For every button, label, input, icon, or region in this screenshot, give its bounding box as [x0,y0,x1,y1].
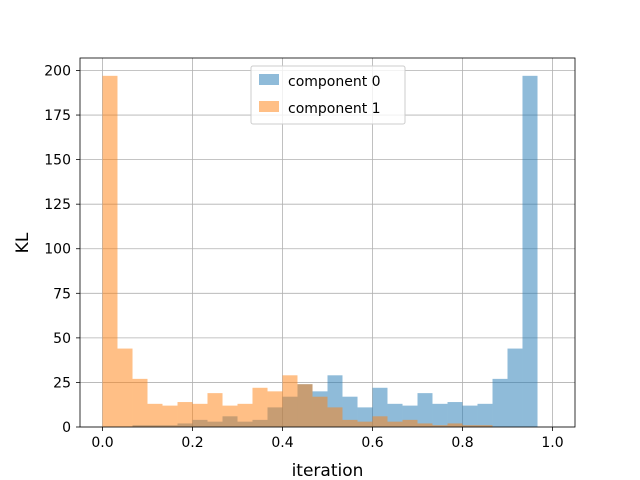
bar-component-1 [192,403,208,427]
x-tick-label: 0.4 [271,435,293,451]
histogram-bars [102,75,538,428]
bar-component-1 [237,403,253,427]
bar-component-0 [507,348,523,427]
axis-ticks: 0.0 0.2 0.4 0.6 0.8 1.0 0 25 50 75 100 125 150 175 200 [44,63,563,451]
bar-component-1 [267,391,283,427]
bar-component-0 [387,403,403,427]
y-tick-label: 100 [44,242,71,258]
bar-component-1 [162,405,178,427]
y-axis-label: KL [13,232,33,253]
bar-component-1 [432,425,448,427]
y-tick-label: 175 [44,108,71,124]
bar-component-1 [372,416,388,427]
bar-component-0 [417,393,433,427]
bar-component-1 [312,396,328,427]
bar-component-1 [477,425,493,427]
bar-component-0 [432,403,448,427]
bar-component-1 [282,375,298,427]
bar-component-1 [417,423,433,427]
y-tick-label: 125 [44,197,71,213]
bar-component-1 [222,405,238,427]
bar-component-1 [387,421,403,427]
x-tick-label: 1.0 [541,435,563,451]
x-tick-label: 0.6 [361,435,383,451]
bar-component-1 [327,407,343,427]
legend: component 0 component 1 [250,65,406,125]
bar-component-1 [177,402,193,427]
bar-component-1 [447,423,463,427]
bar-component-1 [462,425,478,427]
bar-component-0 [342,396,358,427]
legend-label-component-0: component 0 [288,74,381,90]
bar-component-1 [147,403,163,427]
bar-component-1 [297,384,313,427]
y-tick-label: 0 [62,420,71,436]
y-tick-label: 200 [44,63,71,79]
legend-box [250,65,406,125]
bar-component-1 [357,421,373,427]
bar-component-1 [102,75,118,428]
bar-component-1 [207,393,223,427]
plot-frame [79,57,576,428]
bar-component-0 [477,403,493,427]
bar-component-1 [252,387,268,427]
bar-component-0 [462,405,478,427]
x-tick-label: 0.8 [451,435,473,451]
y-tick-label: 75 [53,286,71,302]
bar-component-0 [447,402,463,427]
bar-component-1 [132,378,148,427]
legend-label-component-1: component 1 [288,101,381,117]
bar-component-1 [117,348,133,427]
y-tick-label: 50 [53,331,71,347]
x-axis-label: iteration [292,461,364,480]
y-tick-label: 150 [44,153,71,169]
bar-component-0 [522,75,538,428]
x-tick-label: 0.0 [91,435,113,451]
bar-component-0 [492,378,508,427]
bar-component-1 [342,419,358,427]
y-tick-label: 25 [53,375,71,391]
axes-frame [79,57,576,428]
x-tick-label: 0.2 [181,435,203,451]
legend-swatch-component-1 [259,101,279,112]
bar-component-1 [402,419,418,427]
legend-swatch-component-0 [259,74,279,85]
